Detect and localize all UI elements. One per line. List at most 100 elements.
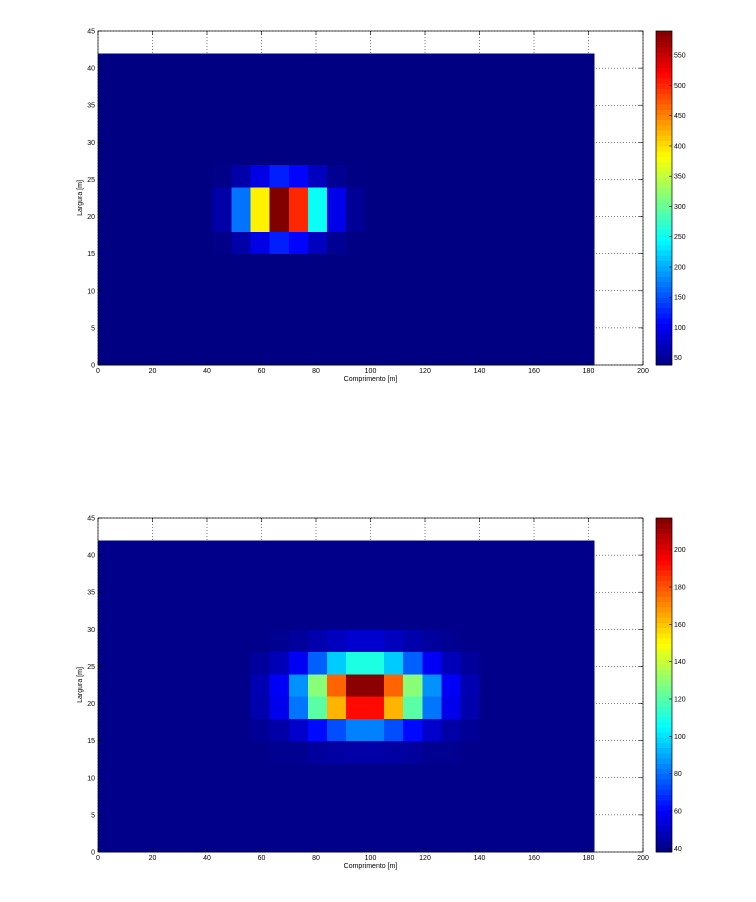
heatmap-cell [403,53,423,77]
heatmap-cell [345,120,366,143]
heatmap-cell [250,629,271,653]
heatmap-cell [498,607,519,630]
heatmap-cell [250,718,271,742]
x-tick-label: 40 [203,368,211,375]
heatmap-cell [250,186,271,210]
y-tick-label: 45 [87,516,95,523]
heatmap-cell [155,673,175,697]
heatmap-cell [441,607,461,630]
heatmap-cell [574,651,595,675]
heatmap-cell [212,186,233,210]
heatmap-cell [193,651,213,675]
heatmap-cell [193,164,213,188]
heatmap-cell [536,584,557,608]
colorbar-swatch [656,622,672,629]
heatmap-cell [479,807,500,831]
heatmap-cell [384,53,404,77]
heatmap-cell [403,231,423,255]
heatmap-cell [212,320,233,344]
colorbar-swatch [656,333,672,340]
heatmap-cell [555,53,576,77]
heatmap-cell [498,53,519,77]
y-tick-label: 35 [87,590,95,597]
heatmap-cell [441,342,461,366]
colorbar-swatch [656,752,672,759]
colorbar-swatch [656,721,672,728]
heatmap-cell [269,584,290,608]
heatmap-cell [441,231,461,255]
heatmap-cell [536,298,557,321]
heatmap-cell [250,97,271,121]
heatmap-cell [498,342,519,366]
heatmap-cell [422,629,442,653]
colorbar-swatch [656,41,672,48]
heatmap-cell [384,540,404,564]
heatmap-cell [326,231,347,255]
heatmap-cell [384,629,404,653]
heatmap-cell [307,253,328,277]
heatmap-cell [136,253,156,277]
heatmap-cell [460,97,480,121]
y-tick-label: 30 [87,627,95,634]
heatmap-cell [250,740,271,764]
heatmap-cell [307,762,328,786]
heatmap-cell [117,718,137,742]
heatmap-cell [231,53,252,77]
heatmap-cell [117,209,137,232]
heatmap-cell [365,562,385,586]
colorbar-swatch [656,643,672,649]
heatmap-cell [479,120,500,143]
colorbar-swatch [656,705,672,712]
colorbar-swatch [656,778,672,785]
x-tick-label: 180 [583,855,595,862]
heatmap-cell [441,785,461,808]
heatmap-cell [117,53,137,77]
heatmap-cell [288,785,309,808]
colorbar-swatch [656,140,672,147]
heatmap-cell [517,164,538,188]
heatmap-cell [345,807,366,831]
colorbar-tick-label: 160 [674,622,686,629]
heatmap-cell [212,607,233,630]
heatmap-cell [231,629,252,653]
heatmap-cell [231,231,252,255]
heatmap-cell [574,762,595,786]
heatmap-cell [365,540,385,564]
heatmap-cell [574,186,595,210]
heatmap-cell [307,829,328,853]
heatmap-cell [365,120,385,143]
heatmap-cell [384,209,404,232]
colorbar-swatch [656,737,672,743]
heatmap-cell [536,740,557,764]
heatmap-cell [498,696,519,719]
heatmap-cell [422,275,442,299]
heatmap-cell [403,651,423,675]
heatmap-cell [136,53,156,77]
heatmap-cell [212,97,233,121]
heatmap-cell [117,740,137,764]
heatmap-cell [517,829,538,853]
heatmap-cell [193,584,213,608]
heatmap-cell [403,97,423,121]
heatmap-cell [117,762,137,786]
heatmap-cell [288,164,309,188]
heatmap-cell [517,562,538,586]
y-tick-label: 35 [87,103,95,110]
heatmap-cell [288,718,309,742]
heatmap-cell [193,807,213,831]
heatmap-cell [326,829,347,853]
heatmap-cell [155,75,175,99]
heatmap-cell [403,829,423,853]
x-tick-label: 60 [258,368,266,375]
colorbar-swatch [656,664,672,670]
heatmap-cell [269,142,290,166]
colorbar-swatch [656,731,672,738]
heatmap-cell [460,186,480,210]
heatmap-cell [555,651,576,675]
heatmap-cell [365,629,385,653]
heatmap-cell [326,740,347,764]
heatmap-cell [479,762,500,786]
heatmap-cell [384,696,404,719]
heatmap-cell [498,142,519,166]
heatmap-cell [174,298,194,321]
